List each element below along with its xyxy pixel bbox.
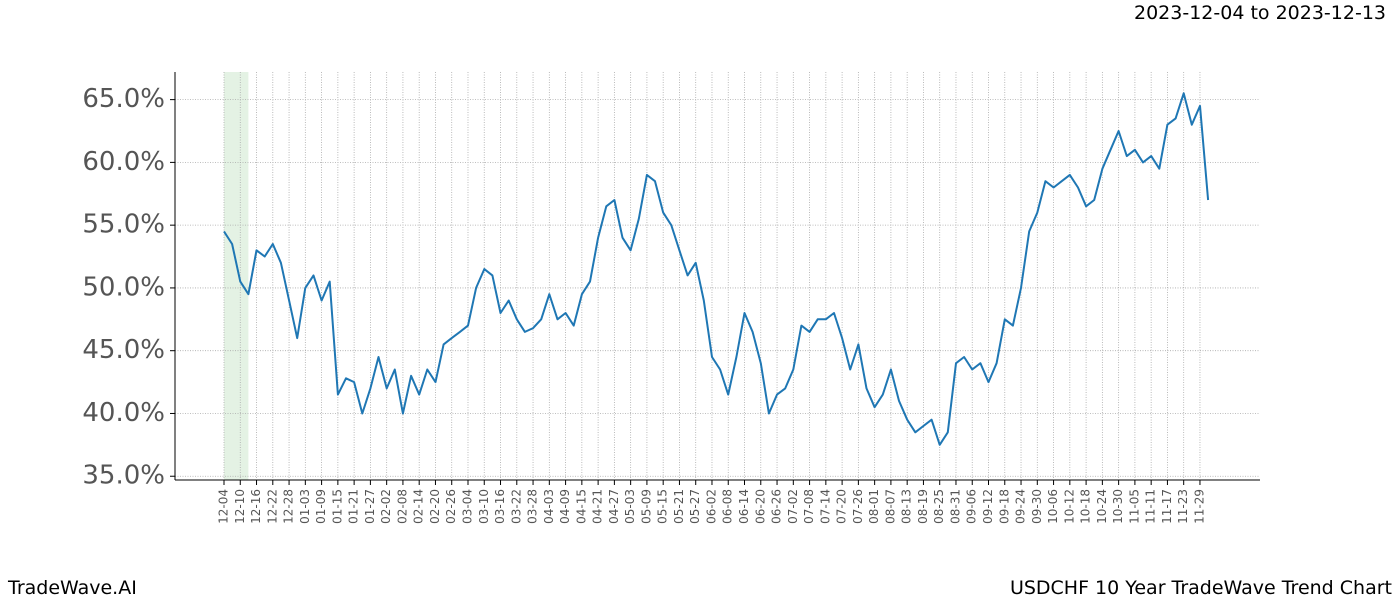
- x-tick-label: 09-12: [981, 489, 995, 524]
- x-tick-label: 02-26: [444, 489, 458, 524]
- x-tick-label: 02-20: [428, 489, 442, 524]
- x-tick-label: 06-20: [753, 489, 767, 524]
- y-tick-label: 45.0%: [82, 335, 165, 365]
- y-tick-label: 65.0%: [82, 84, 165, 114]
- x-tick-label: 08-13: [900, 489, 914, 524]
- brand: TradeWave.AI: [7, 577, 137, 599]
- x-tick-label: 08-25: [932, 489, 946, 524]
- x-tick-label: 04-21: [591, 489, 605, 524]
- x-tick-label: 10-06: [1046, 489, 1060, 524]
- x-tick-label: 10-30: [1111, 489, 1125, 524]
- x-tick-label: 04-27: [607, 489, 621, 524]
- x-tick-label: 05-03: [623, 489, 637, 524]
- y-tick-label: 35.0%: [82, 461, 165, 491]
- x-tick-label: 03-28: [526, 489, 540, 524]
- x-tick-label: 10-24: [1095, 489, 1109, 524]
- x-tick-label: 08-31: [948, 489, 962, 524]
- x-tick-label: 01-09: [314, 489, 328, 524]
- x-tick-label: 08-19: [916, 489, 930, 524]
- line-series: [223, 92, 1210, 446]
- x-tick-label: 03-22: [509, 489, 523, 524]
- x-tick-label: 05-09: [639, 489, 653, 524]
- y-tick-label: 40.0%: [82, 398, 165, 428]
- x-tick-label: 10-18: [1079, 489, 1093, 524]
- x-tick-label: 05-21: [672, 489, 686, 524]
- x-tick-label: 08-01: [867, 489, 881, 524]
- x-tick-label: 12-04: [217, 489, 231, 524]
- y-tick-label: 55.0%: [82, 210, 165, 240]
- x-tick-label: 07-14: [818, 489, 832, 524]
- x-tick-label: 11-17: [1160, 489, 1174, 524]
- y-tick-label: 60.0%: [82, 147, 165, 177]
- x-tick-label: 05-15: [656, 489, 670, 524]
- x-tick-label: 12-22: [265, 489, 279, 524]
- chart-title: USDCHF 10 Year TradeWave Trend Chart: [1010, 577, 1392, 599]
- x-tick-label: 03-10: [477, 489, 491, 524]
- x-tick-label: 11-05: [1127, 489, 1141, 524]
- highlight-band: [224, 72, 249, 480]
- y-tick-label: 50.0%: [82, 272, 165, 302]
- x-tick-label: 01-27: [363, 489, 377, 524]
- x-tick-label: 06-08: [721, 489, 735, 524]
- x-tick-label: 11-29: [1192, 489, 1206, 524]
- chart-subtitle: 2023-12-04 to 2023-12-13: [1134, 2, 1386, 24]
- x-tick-label: 02-02: [379, 489, 393, 524]
- x-tick-label: 05-27: [688, 489, 702, 524]
- x-tick-label: 03-16: [493, 489, 507, 524]
- x-tick-label: 07-08: [802, 489, 816, 524]
- x-tick-label: 07-26: [851, 489, 865, 524]
- x-tick-label: 02-08: [395, 489, 409, 524]
- x-tick-label: 03-04: [460, 489, 474, 524]
- x-tick-label: 01-15: [330, 489, 344, 524]
- x-tick-label: 09-18: [997, 489, 1011, 524]
- x-tick-label: 09-24: [1014, 489, 1028, 524]
- x-tick-label: 04-15: [574, 489, 588, 524]
- x-tick-label: 12-10: [233, 489, 247, 524]
- x-tick-label: 07-02: [786, 489, 800, 524]
- x-tick-label: 06-14: [737, 489, 751, 524]
- x-tick-label: 06-26: [770, 489, 784, 524]
- x-tick-label: 09-06: [965, 489, 979, 524]
- x-tick-label: 02-14: [412, 489, 426, 524]
- x-tick-label: 01-21: [347, 489, 361, 524]
- x-tick-label: 10-12: [1062, 489, 1076, 524]
- x-tick-label: 09-30: [1030, 489, 1044, 524]
- x-tick-label: 07-20: [835, 489, 849, 524]
- x-tick-label: 04-03: [542, 489, 556, 524]
- x-tick-label: 04-09: [558, 489, 572, 524]
- x-tick-label: 12-28: [282, 489, 296, 524]
- x-tick-label: 11-11: [1144, 489, 1158, 524]
- x-tick-label: 01-03: [298, 489, 312, 524]
- x-tick-label: 12-16: [249, 489, 263, 524]
- x-tick-label: 06-02: [704, 489, 718, 524]
- x-tick-label: 11-23: [1176, 489, 1190, 524]
- x-tick-label: 08-07: [883, 489, 897, 524]
